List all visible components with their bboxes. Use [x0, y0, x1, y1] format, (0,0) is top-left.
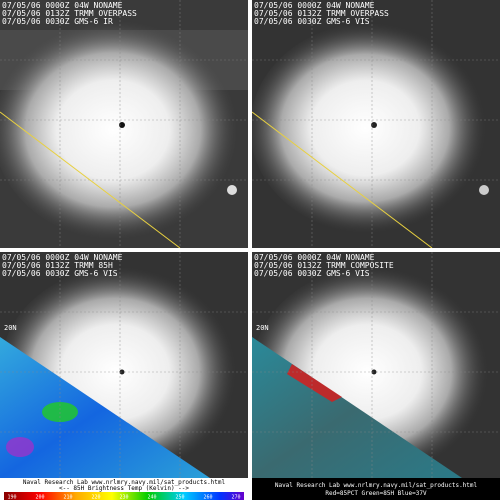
header-line: 07/05/06 0030Z GMS-6 VIS: [254, 17, 370, 26]
header-line: 07/05/06 0132Z TRMM OVERPASS: [2, 9, 137, 18]
colorbar-label: 220: [91, 495, 100, 500]
header-line: 07/05/06 0000Z 04W NONAME: [254, 253, 375, 262]
header-line: 07/05/06 0000Z 04W NONAME: [2, 1, 123, 10]
header-line: 07/05/06 0000Z 04W NONAME: [2, 253, 123, 262]
footer-line: Naval Research Lab www.nrlmry.navy.mil/s…: [23, 479, 226, 486]
header-line: 07/05/06 0132Z TRMM COMPOSITE: [254, 261, 394, 270]
footer-line: Naval Research Lab www.nrlmry.navy.mil/s…: [275, 482, 478, 489]
colorbar-label: 230: [119, 495, 128, 500]
footer-line: <-- 85H Brightness Temp (Kelvin) -->: [59, 485, 189, 492]
colorbar-label: 200: [35, 495, 44, 500]
panel-composite: 07/05/06 0000Z 04W NONAME 07/05/06 0132Z…: [252, 252, 500, 500]
colorbar-label: 210: [63, 495, 72, 500]
header-line: 07/05/06 0030Z GMS-6 VIS: [2, 269, 118, 278]
grid-label: 20N: [4, 324, 17, 332]
panel-ir: 07/05/06 0000Z 04W NONAME 07/05/06 0132Z…: [0, 0, 248, 248]
header-line: 07/05/06 0132Z TRMM OVERPASS: [254, 9, 389, 18]
footer-line: Red=85PCT Green=85H Blue=37V: [325, 490, 427, 497]
panel-vis: 07/05/06 0000Z 04W NONAME 07/05/06 0132Z…: [252, 0, 500, 248]
colorbar-label: 260: [203, 495, 212, 500]
colorbar-label: 250: [175, 495, 184, 500]
panel-85h: 07/05/06 0000Z 04W NONAME 07/05/06 0132Z…: [0, 252, 248, 500]
header-line: 07/05/06 0030Z GMS-6 IR: [2, 17, 113, 26]
colorbar-label: 190: [7, 495, 16, 500]
grid-label: 20N: [256, 324, 269, 332]
colorbar-label: 270: [231, 495, 240, 500]
header-line: 07/05/06 0000Z 04W NONAME: [254, 1, 375, 10]
colorbar-label: 240: [147, 495, 156, 500]
header-line: 07/05/06 0030Z GMS-6 VIS: [254, 269, 370, 278]
header-line: 07/05/06 0132Z TRMM 85H: [2, 261, 113, 270]
